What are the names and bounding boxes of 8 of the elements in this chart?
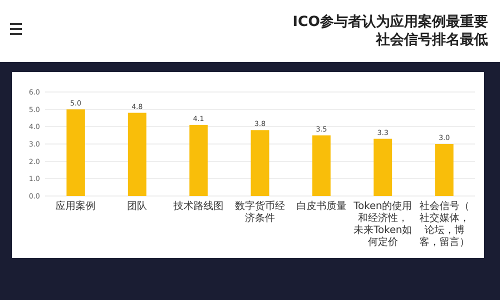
x-tick-label: 应用案例 <box>56 200 96 212</box>
x-tick-label: 团队 <box>127 200 148 212</box>
x-tick-label: Token的使用和经济性，未来Token如何定价 <box>352 201 412 248</box>
x-tick-label: 社会信号（社交媒体，论坛，博客，留言） <box>419 200 470 248</box>
x-tick-label: 技术路线图 <box>172 200 224 212</box>
x-tick-label: 数字货币经济条件 <box>235 200 285 224</box>
title: ICO参与者认为应用案例最重要社会信号排名最低 <box>292 14 488 48</box>
x-tick-label: 白皮书质量 <box>296 200 346 212</box>
